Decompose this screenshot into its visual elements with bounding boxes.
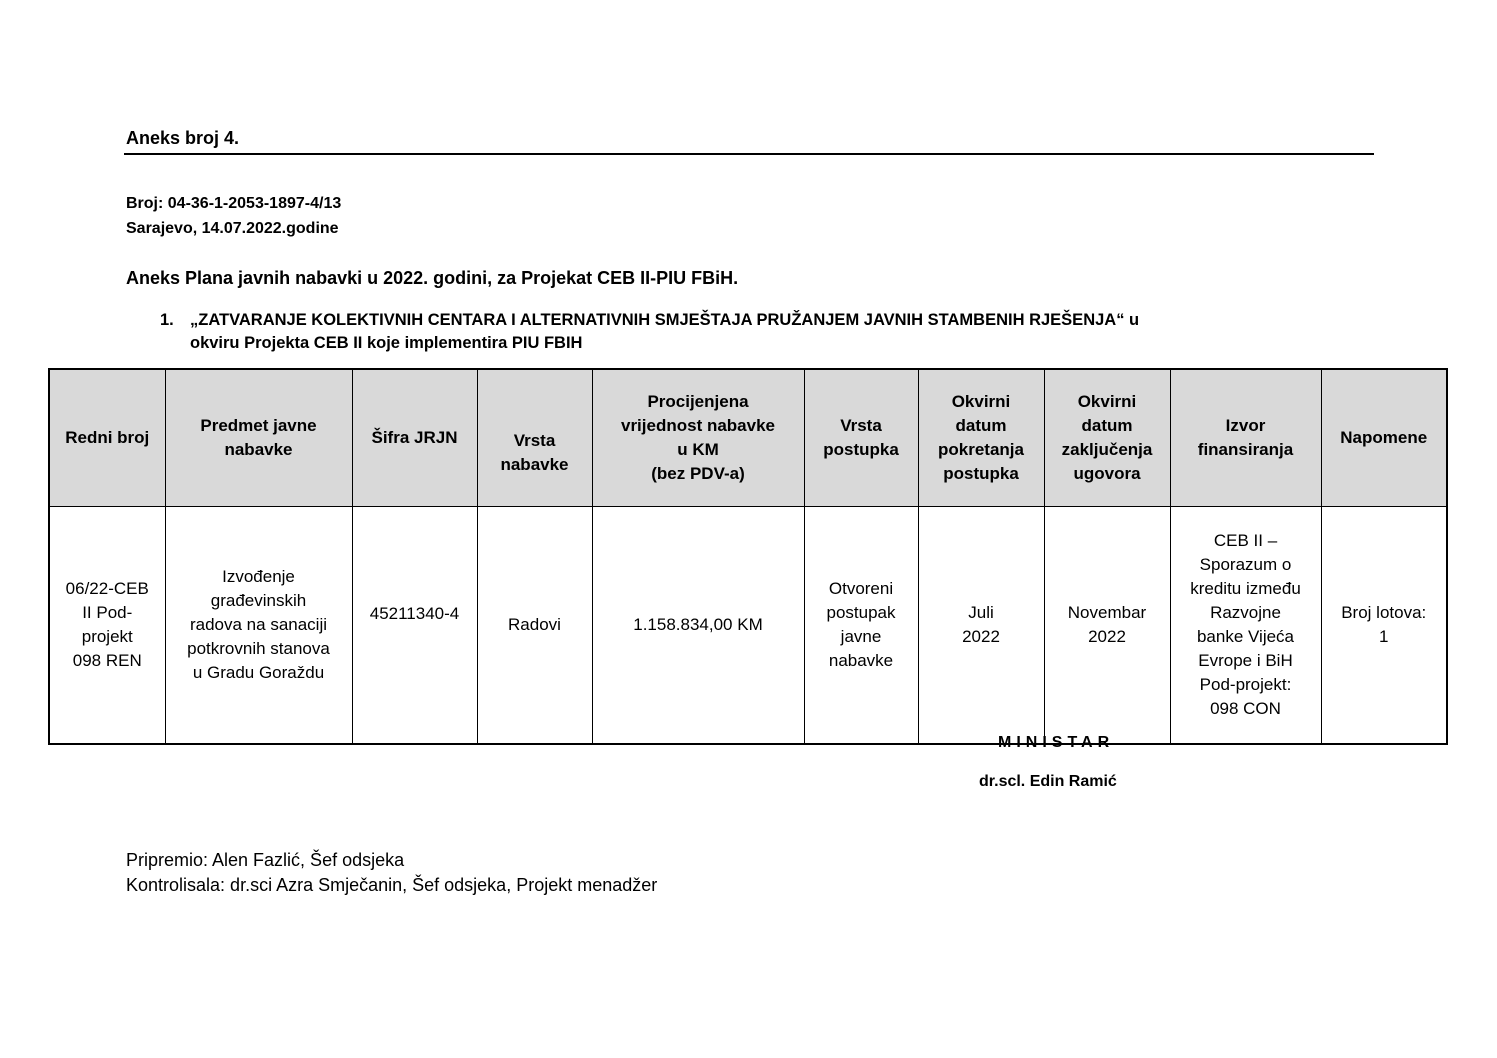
col-header: Procijenjena vrijednost nabavke u KM (be… xyxy=(591,368,805,507)
document-number: Broj: 04-36-1-2053-1897-4/13 xyxy=(126,195,342,212)
table-header-row: Redni broj Predmet javne nabavke Šifra J… xyxy=(48,368,1448,507)
col-header: Predmet javne nabavke xyxy=(164,368,353,507)
cell-vrsta-postupka: Otvoreni postupak javne nabavke xyxy=(803,506,919,745)
table-row: 06/22-CEB II Pod- projekt 098 REN Izvođe… xyxy=(48,506,1448,745)
item-number: 1. xyxy=(160,311,174,329)
prepared-by: Pripremio: Alen Fazlić, Šef odsjeka xyxy=(126,850,405,870)
cell-napomene: Broj lotova: 1 xyxy=(1320,506,1448,745)
divider xyxy=(124,153,1374,155)
cell-predmet: Izvođenje građevinskih radova na sanacij… xyxy=(164,506,353,745)
item-text: „ZATVARANJE KOLEKTIVNIH CENTARA I ALTERN… xyxy=(190,311,1140,352)
controlled-by: Kontrolisala: dr.sci Azra Smječanin, Šef… xyxy=(126,875,658,895)
col-header: Vrsta nabavke xyxy=(476,368,593,507)
plan-title: Aneks Plana javnih nabavki u 2022. godin… xyxy=(126,268,739,288)
signature-title: MINISTAR xyxy=(998,734,1115,751)
signature-name: dr.scl. Edin Ramić xyxy=(979,773,1117,790)
cell-izvor: CEB II – Sporazum o kreditu između Razvo… xyxy=(1169,506,1322,745)
col-header: Šifra JRJN xyxy=(351,368,478,507)
col-header: Okvirni datum zaključenja ugovora xyxy=(1043,368,1171,507)
cell-sifra: 45211340-4 xyxy=(351,506,478,745)
annex-title: Aneks broj 4. xyxy=(126,128,240,148)
procurement-table: Redni broj Predmet javne nabavke Šifra J… xyxy=(48,368,1448,745)
place-date: Sarajevo, 14.07.2022.godine xyxy=(126,220,339,237)
col-header: Vrsta postupka xyxy=(803,368,919,507)
col-header: Napomene xyxy=(1320,368,1448,507)
col-header: Izvor finansiranja xyxy=(1169,368,1322,507)
cell-vrsta-nabavke: Radovi xyxy=(476,506,593,745)
cell-datum-zakljucenja: Novembar 2022 xyxy=(1043,506,1171,745)
cell-datum-pokretanja: Juli 2022 xyxy=(917,506,1045,745)
col-header: Okvirni datum pokretanja postupka xyxy=(917,368,1045,507)
cell-redni-broj: 06/22-CEB II Pod- projekt 098 REN xyxy=(48,506,166,745)
cell-vrijednost: 1.158.834,00 KM xyxy=(591,506,805,745)
col-header: Redni broj xyxy=(48,368,166,507)
